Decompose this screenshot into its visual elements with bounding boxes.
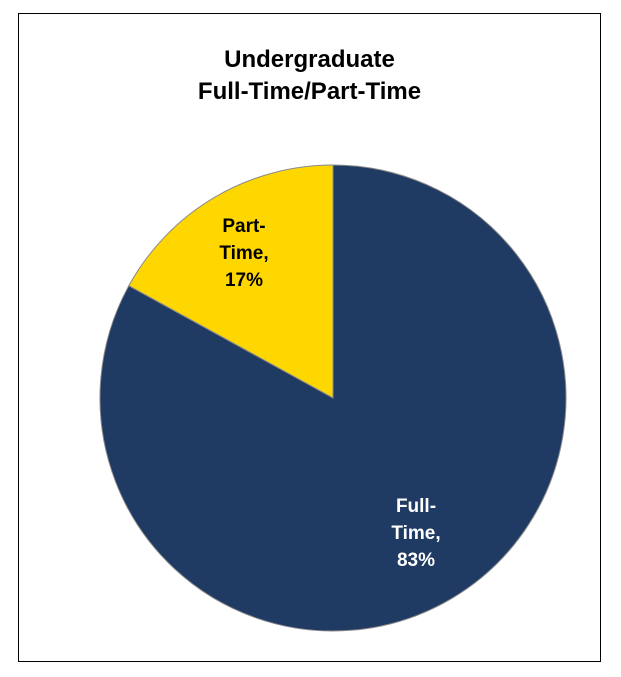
slice-label-full-time: Full- Time, 83% [391, 496, 440, 571]
slice-label-line: 83% [397, 550, 435, 571]
chart-title: Undergraduate Full-Time/Part-Time [19, 44, 600, 108]
slice-label-line: Full- [396, 496, 436, 517]
pie-slice-full-time [99, 164, 567, 632]
pie-slice-part-time [128, 164, 334, 399]
slice-label-line: Time, [219, 243, 268, 264]
slice-label-line: Part- [222, 216, 265, 237]
slice-label-part-time: Part- Time, 17% [219, 216, 268, 291]
chart-title-line-2: Full-Time/Part-Time [197, 78, 422, 105]
slice-label-line: Time, [391, 523, 440, 544]
slice-label-line: 17% [225, 270, 263, 291]
chart-title-line-1: Undergraduate [224, 46, 395, 73]
